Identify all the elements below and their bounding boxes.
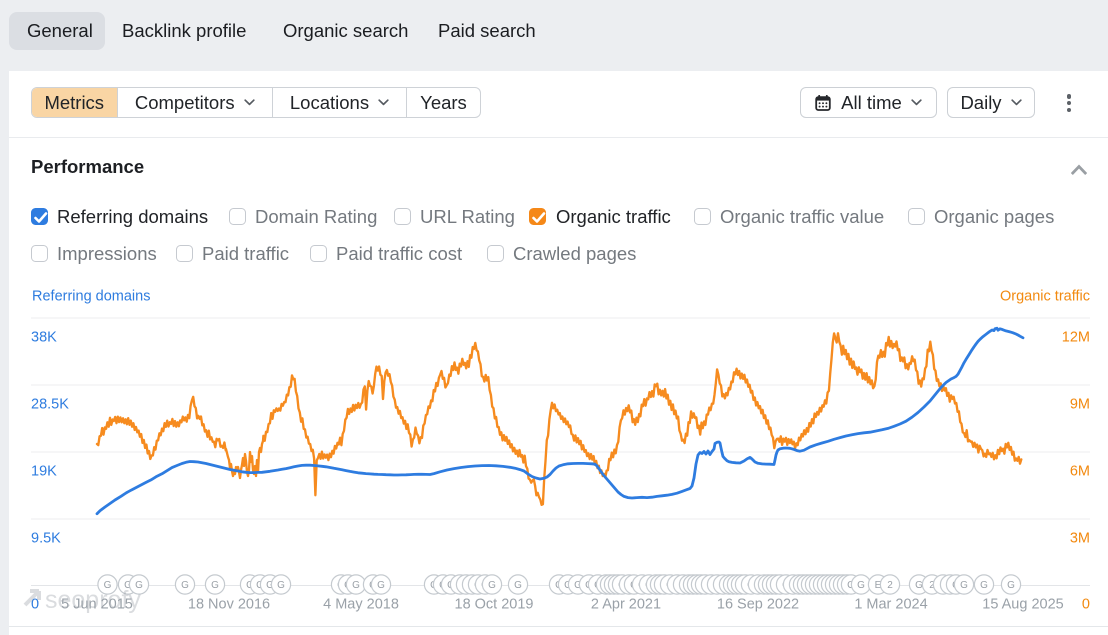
svg-text:G: G bbox=[488, 580, 496, 591]
svg-text:9M: 9M bbox=[1070, 397, 1090, 413]
svg-text:G: G bbox=[857, 580, 865, 591]
svg-text:6M: 6M bbox=[1070, 464, 1090, 480]
svg-text:18 Nov 2016: 18 Nov 2016 bbox=[188, 597, 270, 613]
svg-text:15 Aug 2025: 15 Aug 2025 bbox=[982, 597, 1063, 613]
svg-text:seoprofy: seoprofy bbox=[45, 586, 141, 614]
svg-text:2: 2 bbox=[929, 580, 935, 591]
svg-text:G: G bbox=[181, 580, 189, 591]
svg-text:28.5K: 28.5K bbox=[31, 397, 69, 413]
svg-text:G: G bbox=[574, 580, 582, 591]
svg-text:2 Apr 2021: 2 Apr 2021 bbox=[591, 597, 661, 613]
svg-text:0: 0 bbox=[1082, 597, 1090, 613]
svg-text:G: G bbox=[352, 580, 360, 591]
svg-text:3M: 3M bbox=[1070, 531, 1090, 547]
svg-text:0: 0 bbox=[31, 597, 39, 613]
svg-text:19K: 19K bbox=[31, 464, 57, 480]
svg-text:G: G bbox=[980, 580, 988, 591]
svg-text:E: E bbox=[875, 580, 882, 591]
svg-text:G: G bbox=[960, 580, 968, 591]
svg-text:9.5K: 9.5K bbox=[31, 531, 61, 547]
svg-text:G: G bbox=[377, 580, 385, 591]
svg-text:G: G bbox=[104, 580, 112, 591]
svg-text:G: G bbox=[211, 580, 219, 591]
svg-text:G: G bbox=[266, 580, 274, 591]
svg-text:G: G bbox=[135, 580, 143, 591]
svg-text:38K: 38K bbox=[31, 330, 57, 346]
svg-text:18 Oct 2019: 18 Oct 2019 bbox=[455, 597, 534, 613]
svg-text:Referring domains: Referring domains bbox=[32, 289, 150, 305]
svg-text:2: 2 bbox=[887, 580, 893, 591]
svg-text:G: G bbox=[514, 580, 522, 591]
svg-text:1 Mar 2024: 1 Mar 2024 bbox=[854, 597, 927, 613]
svg-text:12M: 12M bbox=[1062, 330, 1090, 346]
svg-text:Organic traffic: Organic traffic bbox=[1000, 289, 1090, 305]
svg-text:G: G bbox=[915, 580, 923, 591]
svg-text:16 Sep 2022: 16 Sep 2022 bbox=[717, 597, 799, 613]
svg-text:G: G bbox=[124, 580, 132, 591]
svg-text:4 May 2018: 4 May 2018 bbox=[323, 597, 399, 613]
svg-text:G: G bbox=[1007, 580, 1015, 591]
svg-text:5 Jun 2015: 5 Jun 2015 bbox=[61, 597, 133, 613]
svg-text:G: G bbox=[277, 580, 285, 591]
